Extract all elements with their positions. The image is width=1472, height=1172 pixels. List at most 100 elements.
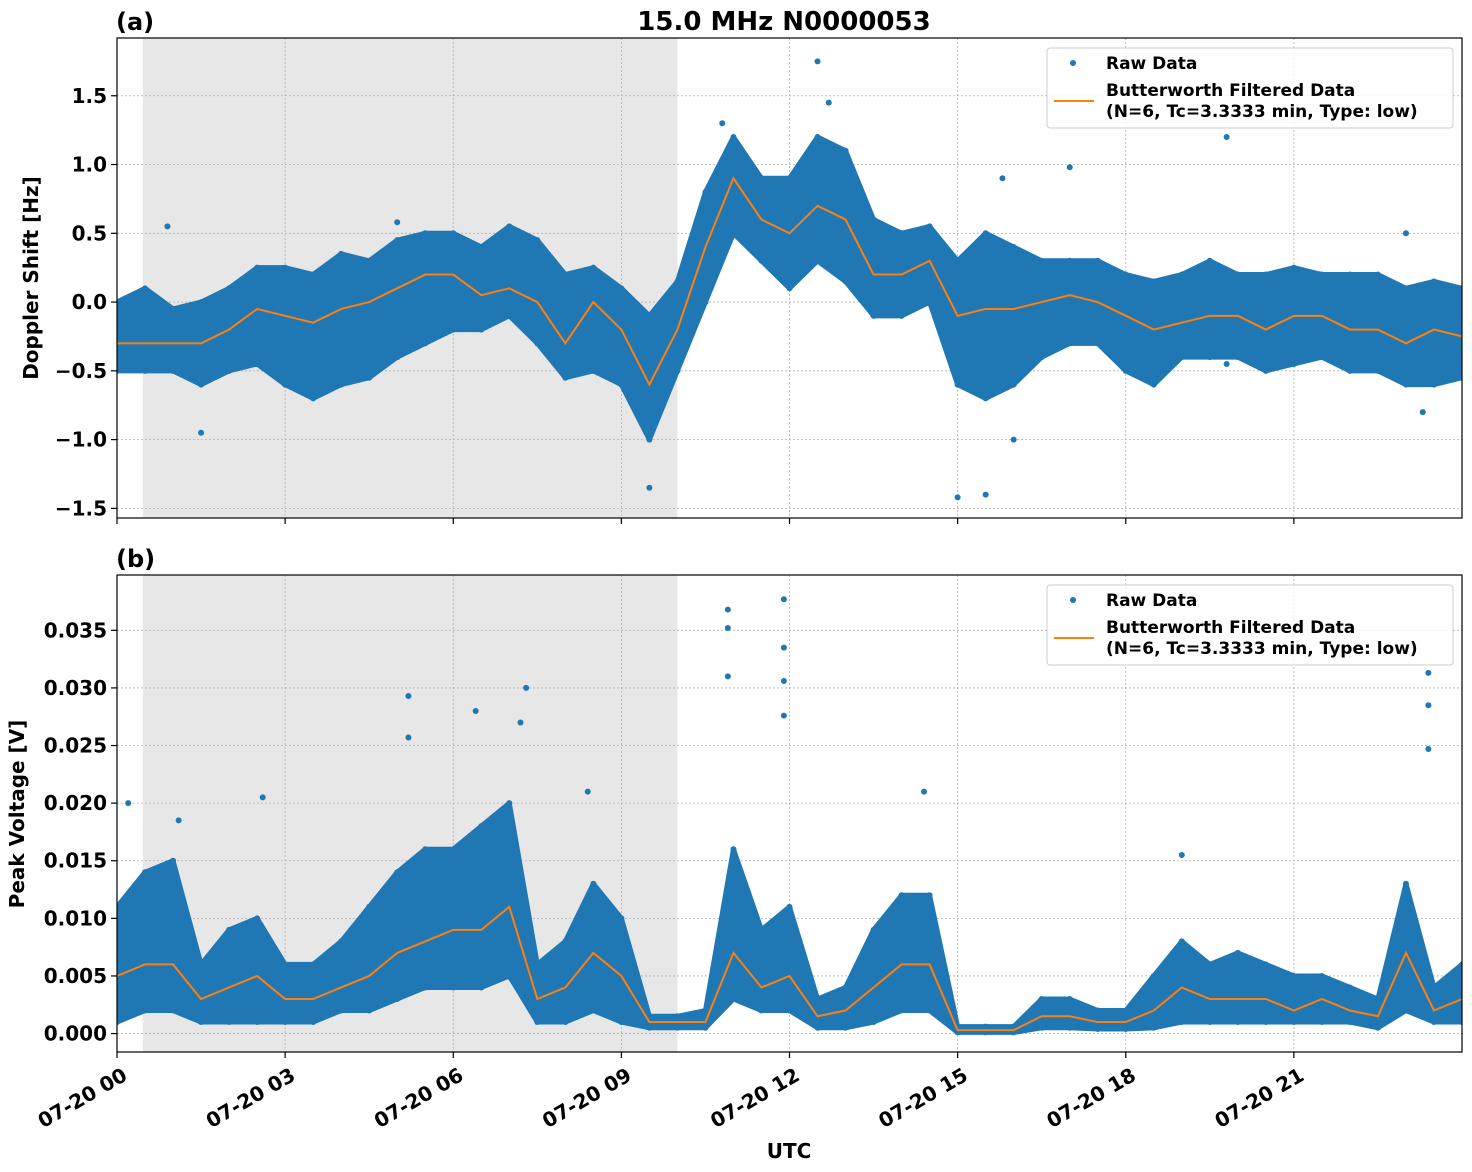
- raw-data-point: [226, 285, 233, 292]
- raw-data-point: [898, 230, 905, 237]
- raw-data-point: [282, 264, 289, 271]
- legend-raw-marker: [1070, 597, 1076, 603]
- raw-data-point: [1290, 1019, 1297, 1026]
- raw-data-point: [117, 367, 120, 374]
- raw-data-point: [478, 823, 485, 830]
- raw-data-point: [814, 996, 821, 1002]
- raw-data-point: [226, 1019, 233, 1026]
- raw-data-point: [870, 926, 877, 933]
- raw-data-point: [842, 1024, 849, 1031]
- raw-data-outlier: [1425, 745, 1432, 752]
- raw-data-point: [1150, 278, 1157, 285]
- raw-data-point: [534, 340, 541, 347]
- plot-area: [117, 38, 1462, 518]
- raw-data-point: [702, 1007, 709, 1014]
- raw-data-point: [1122, 367, 1129, 374]
- raw-data-point: [422, 984, 429, 991]
- x-tick-label: 07-20 15: [874, 1063, 972, 1133]
- raw-data-outlier: [584, 788, 591, 795]
- legend-box: [1046, 47, 1454, 129]
- raw-data-point: [758, 1007, 765, 1014]
- raw-data-point: [170, 367, 177, 374]
- raw-data-point: [1122, 1007, 1129, 1014]
- raw-data-point: [226, 367, 233, 374]
- raw-data-outlier: [405, 734, 412, 741]
- raw-data-point: [198, 1019, 205, 1026]
- raw-data-point: [926, 892, 933, 899]
- legend-filtered-label: Butterworth Filtered Data: [1106, 81, 1355, 101]
- raw-data-point: [1346, 271, 1353, 278]
- raw-data-point: [730, 846, 737, 853]
- y-tick-label: 0.000: [44, 1022, 107, 1046]
- raw-data-outlier: [780, 644, 787, 651]
- raw-data-point: [562, 271, 569, 278]
- raw-data-outlier: [517, 719, 524, 726]
- raw-data-point: [1318, 1019, 1325, 1026]
- raw-data-point: [1234, 949, 1241, 956]
- raw-data-point: [1234, 354, 1241, 361]
- raw-data-outlier: [954, 494, 961, 501]
- raw-data-point: [870, 1019, 877, 1026]
- raw-data-point: [1374, 271, 1381, 278]
- raw-data-point: [534, 961, 541, 968]
- raw-data-point: [926, 223, 933, 230]
- raw-data-point: [1318, 271, 1325, 278]
- raw-data-outlier: [1425, 669, 1432, 676]
- raw-data-point: [842, 147, 849, 154]
- raw-data-point: [366, 903, 373, 910]
- raw-data-point: [590, 264, 597, 271]
- raw-data-point: [646, 312, 653, 319]
- raw-data-point: [198, 381, 205, 388]
- raw-data-point: [674, 1013, 681, 1020]
- x-tick-label: 07-20 06: [370, 1063, 468, 1133]
- raw-data-point: [1402, 381, 1409, 388]
- raw-data-point: [478, 244, 485, 251]
- raw-data-outlier: [125, 800, 132, 807]
- raw-data-point: [814, 1024, 821, 1031]
- legend: Raw Data Butterworth Filtered Data(N=6, T…: [1046, 47, 1454, 129]
- raw-data-point: [1402, 880, 1409, 887]
- legend-raw-label: Raw Data: [1106, 54, 1197, 74]
- raw-data-point: [1122, 271, 1129, 278]
- raw-data-point: [1318, 354, 1325, 361]
- raw-data-point: [394, 237, 401, 244]
- raw-data-point: [142, 285, 149, 292]
- raw-data-outlier: [394, 219, 401, 226]
- raw-data-point: [758, 926, 765, 933]
- raw-data-point: [674, 367, 681, 374]
- raw-data-point: [506, 972, 513, 979]
- y-tick-label: 0.025: [44, 734, 107, 758]
- raw-data-point: [1178, 1019, 1185, 1026]
- y-tick-label: 0.035: [44, 618, 107, 642]
- raw-data-point: [506, 800, 513, 807]
- raw-data-point: [338, 938, 345, 945]
- raw-data-point: [730, 996, 737, 1002]
- legend-filtered-label: Butterworth Filtered Data: [1106, 618, 1355, 638]
- raw-data-point: [1290, 360, 1297, 367]
- raw-data-point: [1262, 367, 1269, 374]
- raw-data-point: [618, 285, 625, 292]
- raw-data-point: [282, 381, 289, 388]
- raw-data-point: [1010, 1023, 1017, 1030]
- raw-data-point: [1206, 961, 1213, 968]
- raw-data-point: [1374, 367, 1381, 374]
- raw-data-point: [618, 381, 625, 388]
- raw-data-outlier: [1425, 702, 1432, 709]
- raw-data-point: [1094, 340, 1101, 347]
- raw-data-outlier: [724, 625, 731, 631]
- raw-data-outlier: [259, 794, 266, 801]
- raw-data-outlier: [724, 606, 731, 613]
- y-tick-label: 0.005: [44, 964, 107, 988]
- raw-data-point: [1206, 257, 1213, 264]
- raw-data-outlier: [1223, 360, 1230, 367]
- raw-data-point: [1290, 264, 1297, 271]
- raw-data-point: [1038, 1024, 1045, 1031]
- raw-data-point: [1038, 354, 1045, 361]
- raw-data-point: [366, 374, 373, 381]
- raw-data-point: [1262, 271, 1269, 278]
- raw-data-point: [562, 938, 569, 945]
- raw-data-point: [310, 271, 317, 278]
- raw-data-outlier: [175, 817, 182, 824]
- x-tick-label: 07-20 18: [1042, 1063, 1140, 1133]
- raw-data-point: [282, 1019, 289, 1026]
